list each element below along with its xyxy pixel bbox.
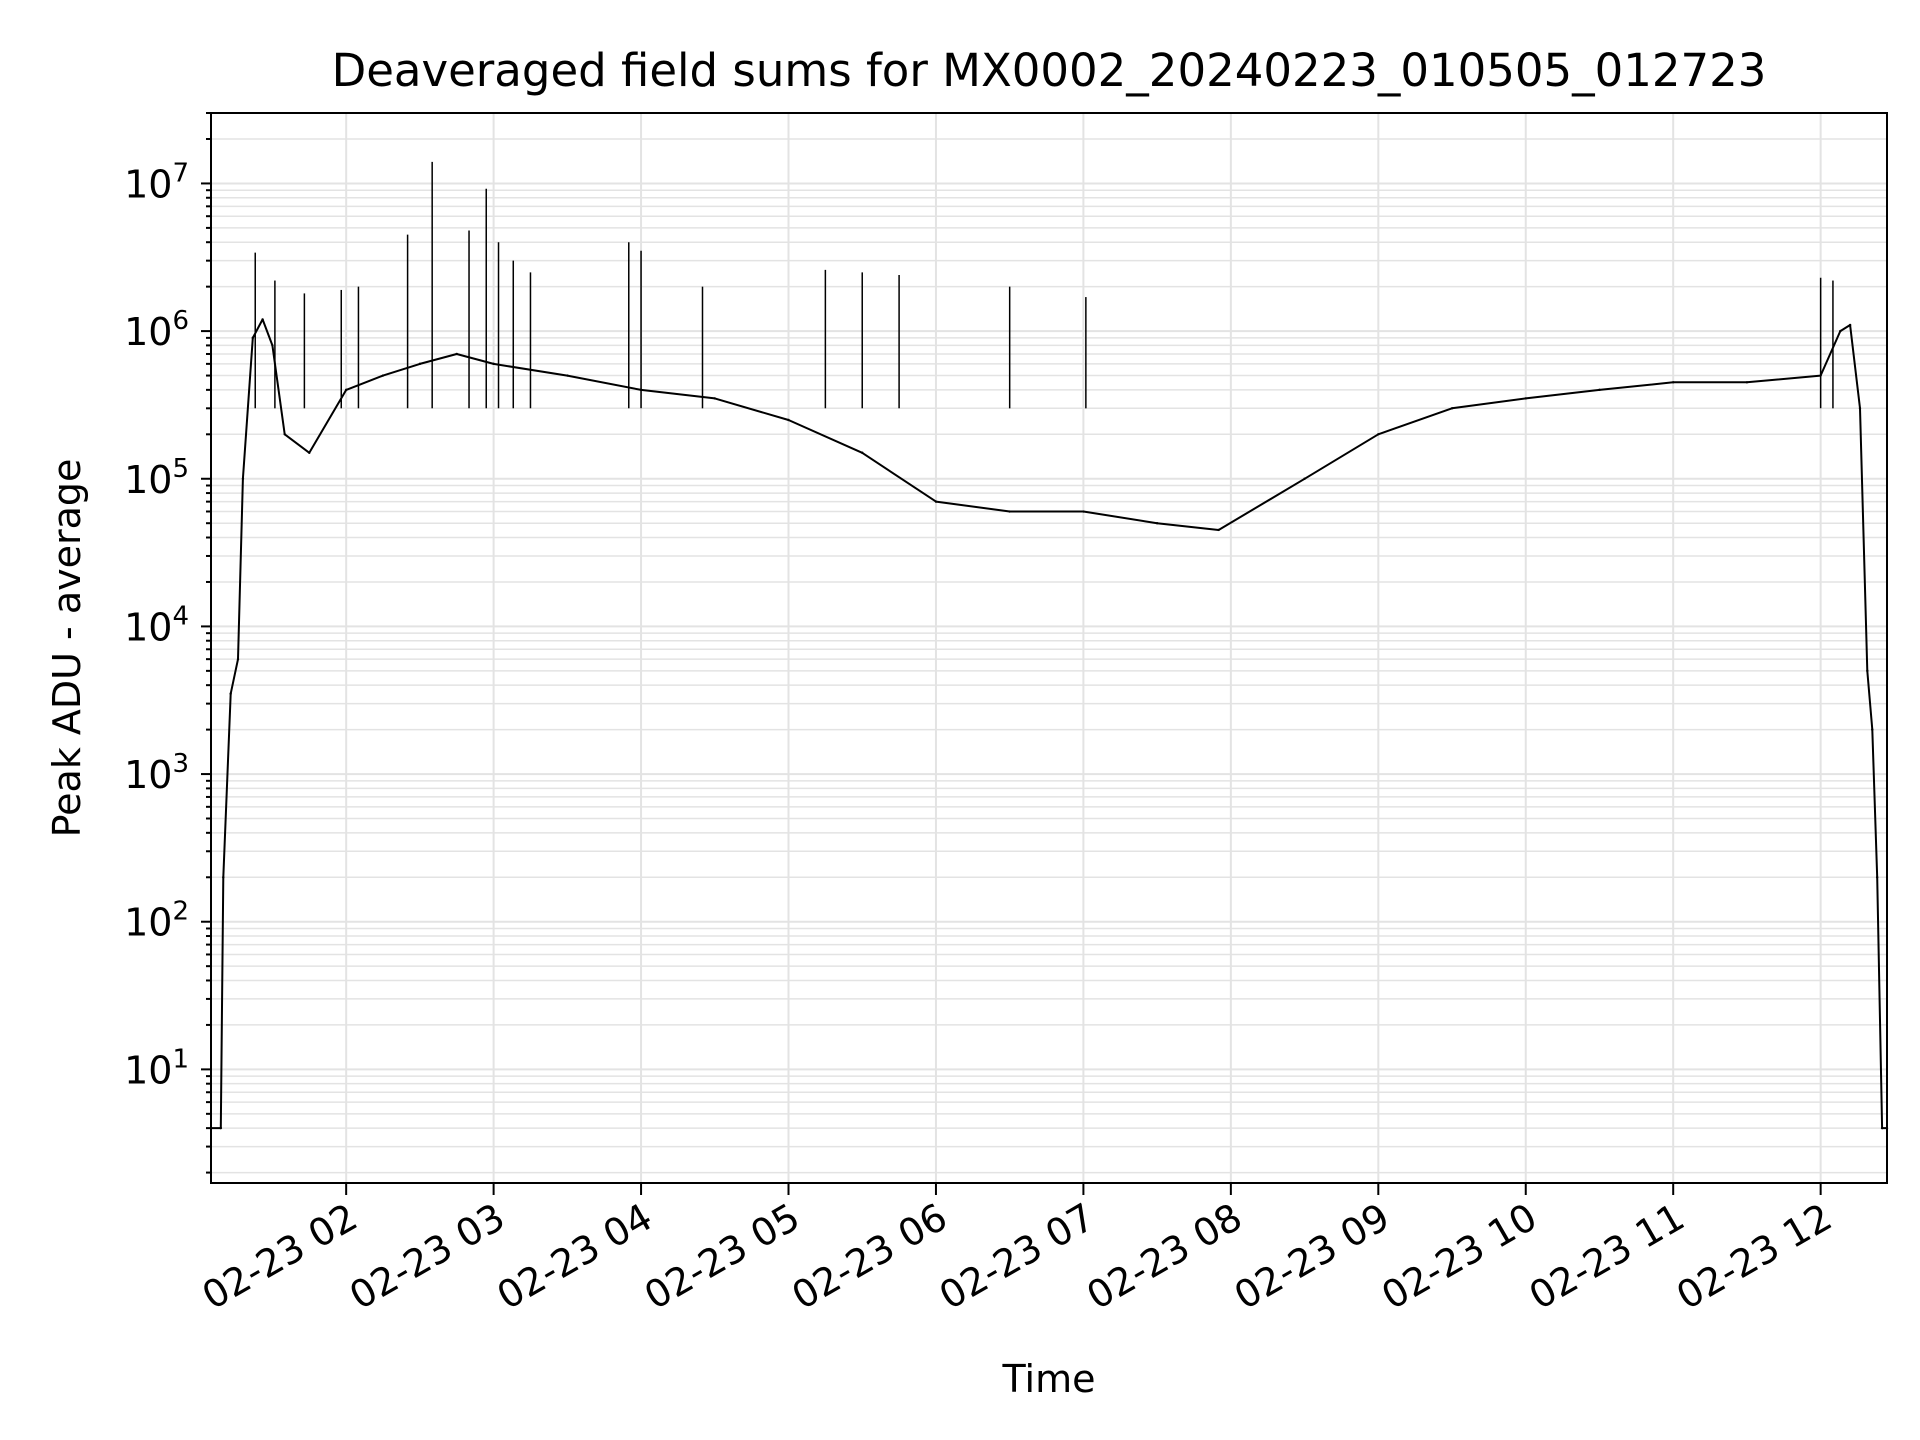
y-axis-label: Peak ADU - average: [45, 459, 89, 838]
y-tick-label: 103: [124, 749, 189, 797]
data-point: [1671, 381, 1675, 384]
data-point: [1875, 876, 1879, 879]
y-tick-label: 105: [124, 454, 189, 502]
y-tick-base: 10: [124, 1048, 172, 1092]
y-tick-base: 10: [124, 901, 172, 945]
data-point: [1524, 397, 1527, 400]
data-point: [1217, 528, 1220, 532]
data-point: [229, 692, 232, 695]
data-point: [1303, 477, 1306, 480]
y-tick-exponent: 4: [172, 601, 189, 631]
y-tick-label: 102: [124, 897, 189, 945]
y-tick-exponent: 3: [172, 749, 189, 779]
data-point: [1839, 329, 1842, 333]
grid: [211, 112, 1887, 1183]
data-point: [1377, 433, 1380, 436]
y-tick-label: 107: [124, 158, 189, 206]
y-tick-label: 101: [124, 1044, 189, 1092]
data-point: [1866, 669, 1869, 673]
y-tick-label: 104: [124, 601, 189, 649]
data-point: [222, 876, 225, 879]
data-point: [241, 477, 245, 480]
y-tick-exponent: 6: [172, 306, 189, 336]
data-point: [1155, 522, 1159, 525]
y-tick-exponent: 1: [172, 1044, 189, 1074]
data-point: [236, 657, 240, 661]
data-point: [787, 418, 790, 422]
data-point: [261, 318, 264, 321]
data-point: [1871, 728, 1874, 731]
data-point: [1598, 388, 1601, 392]
data-point: [861, 451, 864, 454]
data-point: [934, 500, 938, 503]
data-layer: [209, 161, 1889, 1130]
data-point: [1848, 323, 1852, 327]
data-point: [1880, 1126, 1884, 1130]
data-point: [219, 1126, 223, 1130]
data-point: [271, 344, 274, 347]
data-point: [381, 374, 385, 377]
data-point: [1082, 510, 1085, 513]
y-tick-exponent: 5: [172, 454, 189, 484]
data-point: [251, 336, 254, 340]
y-tick-exponent: 2: [172, 897, 189, 927]
data-point: [308, 451, 311, 454]
y-tick-label: 106: [124, 306, 189, 354]
chart-title: Deaveraged field sums for MX0002_2024022…: [332, 44, 1767, 97]
plot-frame: [210, 112, 1888, 1184]
y-tick-base: 10: [124, 310, 172, 354]
data-point: [455, 352, 458, 356]
data-point: [492, 362, 495, 366]
data-point: [1745, 381, 1749, 384]
y-tick-base: 10: [124, 458, 172, 502]
data-point: [418, 362, 422, 366]
series-line: [211, 318, 1887, 1130]
data-point: [283, 433, 286, 436]
x-axis-label: Time: [1002, 1357, 1096, 1401]
y-tick-exponent: 7: [172, 158, 189, 188]
data-point: [1858, 407, 1862, 410]
data-point: [1450, 407, 1454, 410]
data-point: [344, 388, 348, 392]
data-point: [1008, 510, 1011, 513]
y-tick-base: 10: [124, 753, 172, 797]
data-point: [713, 397, 716, 400]
y-tick-base: 10: [124, 605, 172, 649]
data-point: [566, 374, 569, 377]
y-tick-base: 10: [124, 162, 172, 206]
